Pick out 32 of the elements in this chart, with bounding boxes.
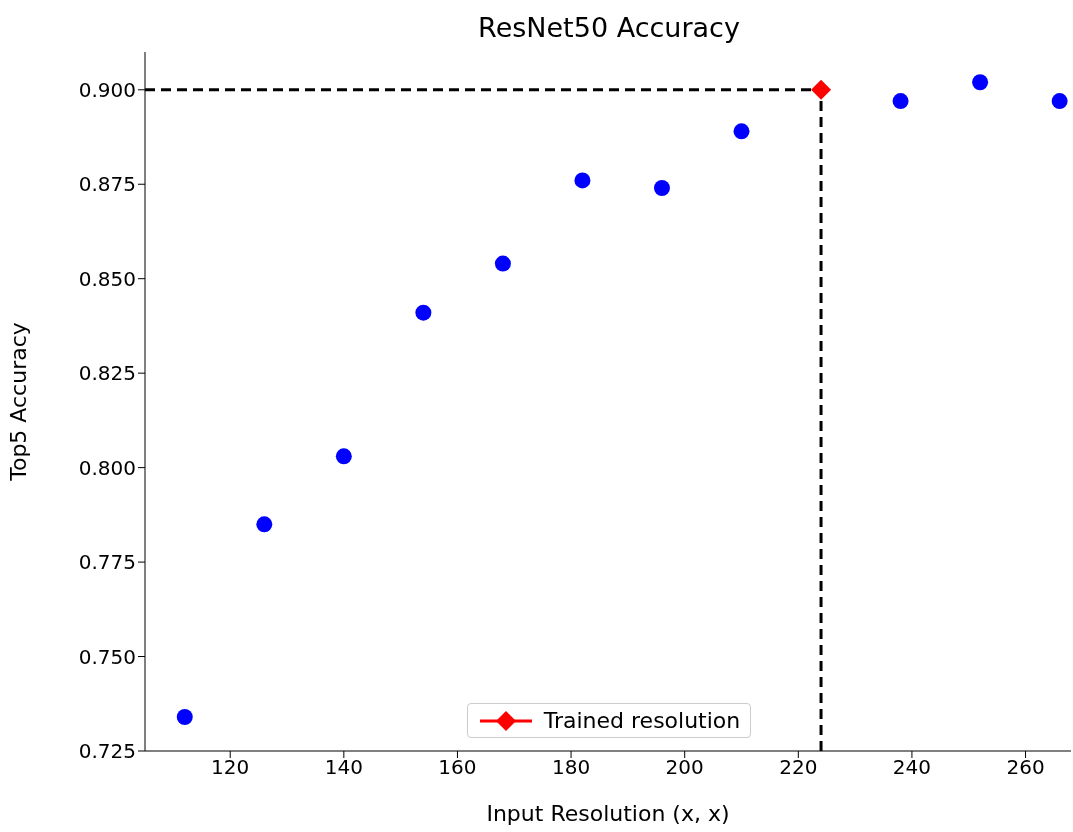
point xyxy=(256,516,273,533)
x-axis-title: Input Resolution (x, x) xyxy=(486,801,730,826)
y-tick-label: 0.875 xyxy=(78,172,136,197)
y-axis-title: Top5 Accuracy xyxy=(5,322,31,482)
y-tick-label: 0.750 xyxy=(78,644,136,669)
point xyxy=(494,255,511,272)
point xyxy=(892,93,909,110)
point xyxy=(1051,93,1068,110)
x-tick-label: 140 xyxy=(324,755,363,780)
point xyxy=(653,180,670,197)
chart-title: ResNet50 Accuracy xyxy=(477,11,741,45)
x-tick-label: 160 xyxy=(438,755,477,780)
x-tick-label: 180 xyxy=(551,755,591,780)
point xyxy=(972,74,989,91)
y-tick-label: 0.725 xyxy=(78,739,136,764)
legend-label: Trained resolution xyxy=(543,708,741,733)
x-tick-label: 200 xyxy=(665,755,704,780)
y-tick-label: 0.800 xyxy=(78,455,136,480)
y-tick-label: 0.850 xyxy=(78,266,136,291)
point xyxy=(335,448,352,465)
point xyxy=(733,123,750,140)
y-tick-label: 0.900 xyxy=(78,77,136,102)
x-tick-label: 120 xyxy=(211,755,250,780)
x-tick-label: 240 xyxy=(892,755,932,780)
point xyxy=(176,709,193,725)
x-tick-label: 260 xyxy=(1006,755,1045,780)
y-tick-label: 0.775 xyxy=(78,550,136,575)
point xyxy=(415,304,432,321)
point xyxy=(811,79,832,100)
point xyxy=(574,172,591,189)
x-tick-label: 220 xyxy=(779,755,818,780)
y-tick-label: 0.825 xyxy=(78,361,136,386)
